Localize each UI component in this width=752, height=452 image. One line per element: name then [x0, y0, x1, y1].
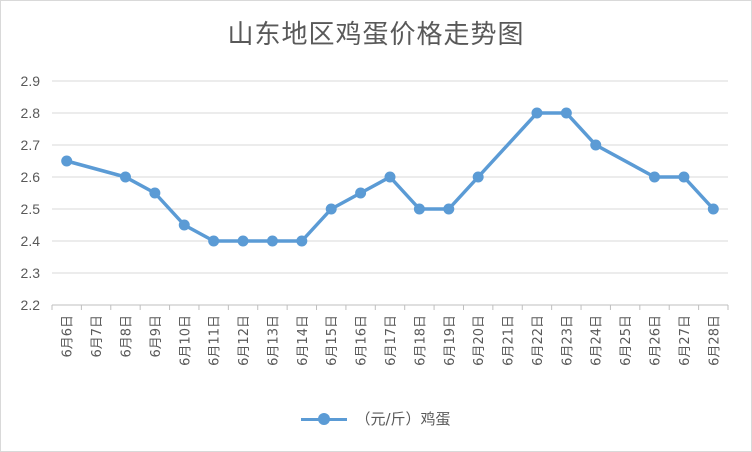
data-point: [472, 171, 484, 183]
data-point: [531, 107, 543, 119]
data-point: [325, 203, 337, 215]
x-tick-label: 6月15日: [325, 315, 340, 366]
x-tick-label: 6月16日: [355, 315, 370, 366]
data-point: [61, 155, 73, 167]
x-tick-label: 6月7日: [90, 315, 105, 358]
x-tick-label: 6月21日: [502, 315, 517, 366]
y-tick-label: 2.7: [21, 137, 41, 153]
y-tick-label: 2.5: [21, 201, 41, 217]
x-tick-label: 6月26日: [649, 315, 664, 366]
x-tick-label: 6月24日: [590, 315, 605, 366]
data-point: [560, 107, 572, 119]
data-point: [119, 171, 131, 183]
x-tick-label: 6月27日: [678, 315, 693, 366]
x-tick-label: 6月23日: [560, 315, 575, 366]
x-tick-label: 6月28日: [707, 315, 722, 366]
x-tick-label: 6月8日: [119, 315, 134, 358]
series-line: [61, 107, 719, 247]
data-point: [678, 171, 690, 183]
y-tick-label: 2.6: [21, 169, 41, 185]
x-tick-label: 6月12日: [237, 315, 252, 366]
chart-title: 山东地区鸡蛋价格走势图: [227, 20, 525, 50]
data-point: [443, 203, 455, 215]
y-tick-label: 2.2: [21, 297, 41, 313]
data-point: [355, 187, 367, 199]
data-point: [266, 235, 278, 247]
data-point: [590, 139, 602, 151]
x-tick-label: 6月9日: [149, 315, 164, 358]
legend-line-marker-icon: [301, 412, 348, 426]
x-tick-label: 6月25日: [619, 315, 634, 366]
x-tick-label: 6月13日: [266, 315, 281, 366]
y-tick-label: 2.9: [21, 73, 41, 89]
y-tick-label: 2.8: [21, 105, 41, 121]
x-tick-label: 6月18日: [413, 315, 428, 366]
legend-label: （元/斤）鸡蛋: [355, 410, 451, 428]
x-tick-label: 6月22日: [531, 315, 546, 366]
data-point: [208, 235, 220, 247]
y-tick-label: 2.3: [21, 265, 41, 281]
y-axis-ticks: 2.2 2.3 2.4 2.5 2.6 2.7 2.8 2.9: [21, 73, 41, 313]
legend: （元/斤）鸡蛋: [0, 408, 752, 430]
y-tick-label: 2.4: [21, 233, 41, 249]
data-point: [649, 171, 661, 183]
data-point: [413, 203, 425, 215]
series-line-path: [64, 111, 716, 243]
data-point: [178, 219, 190, 231]
data-point: [384, 171, 396, 183]
x-axis-ticks: 6月6日 6月7日 6月8日 6月9日 6月10日 6月11日 6月12日 6月13日 6月14…: [61, 315, 723, 366]
x-tick-label: 6月14日: [296, 315, 311, 366]
x-tick-label: 6月11日: [208, 315, 223, 366]
data-point: [149, 187, 161, 199]
x-tick-label: 6月19日: [443, 315, 458, 366]
data-point: [296, 235, 308, 247]
x-tick-label: 6月17日: [384, 315, 399, 366]
x-tick-label: 6月20日: [472, 315, 487, 366]
gridlines: [52, 80, 728, 274]
x-tick-label: 6月6日: [61, 315, 76, 358]
data-point: [237, 235, 249, 247]
data-point: [707, 203, 719, 215]
x-tick-label: 6月10日: [178, 315, 193, 366]
x-axis: [51, 304, 729, 310]
